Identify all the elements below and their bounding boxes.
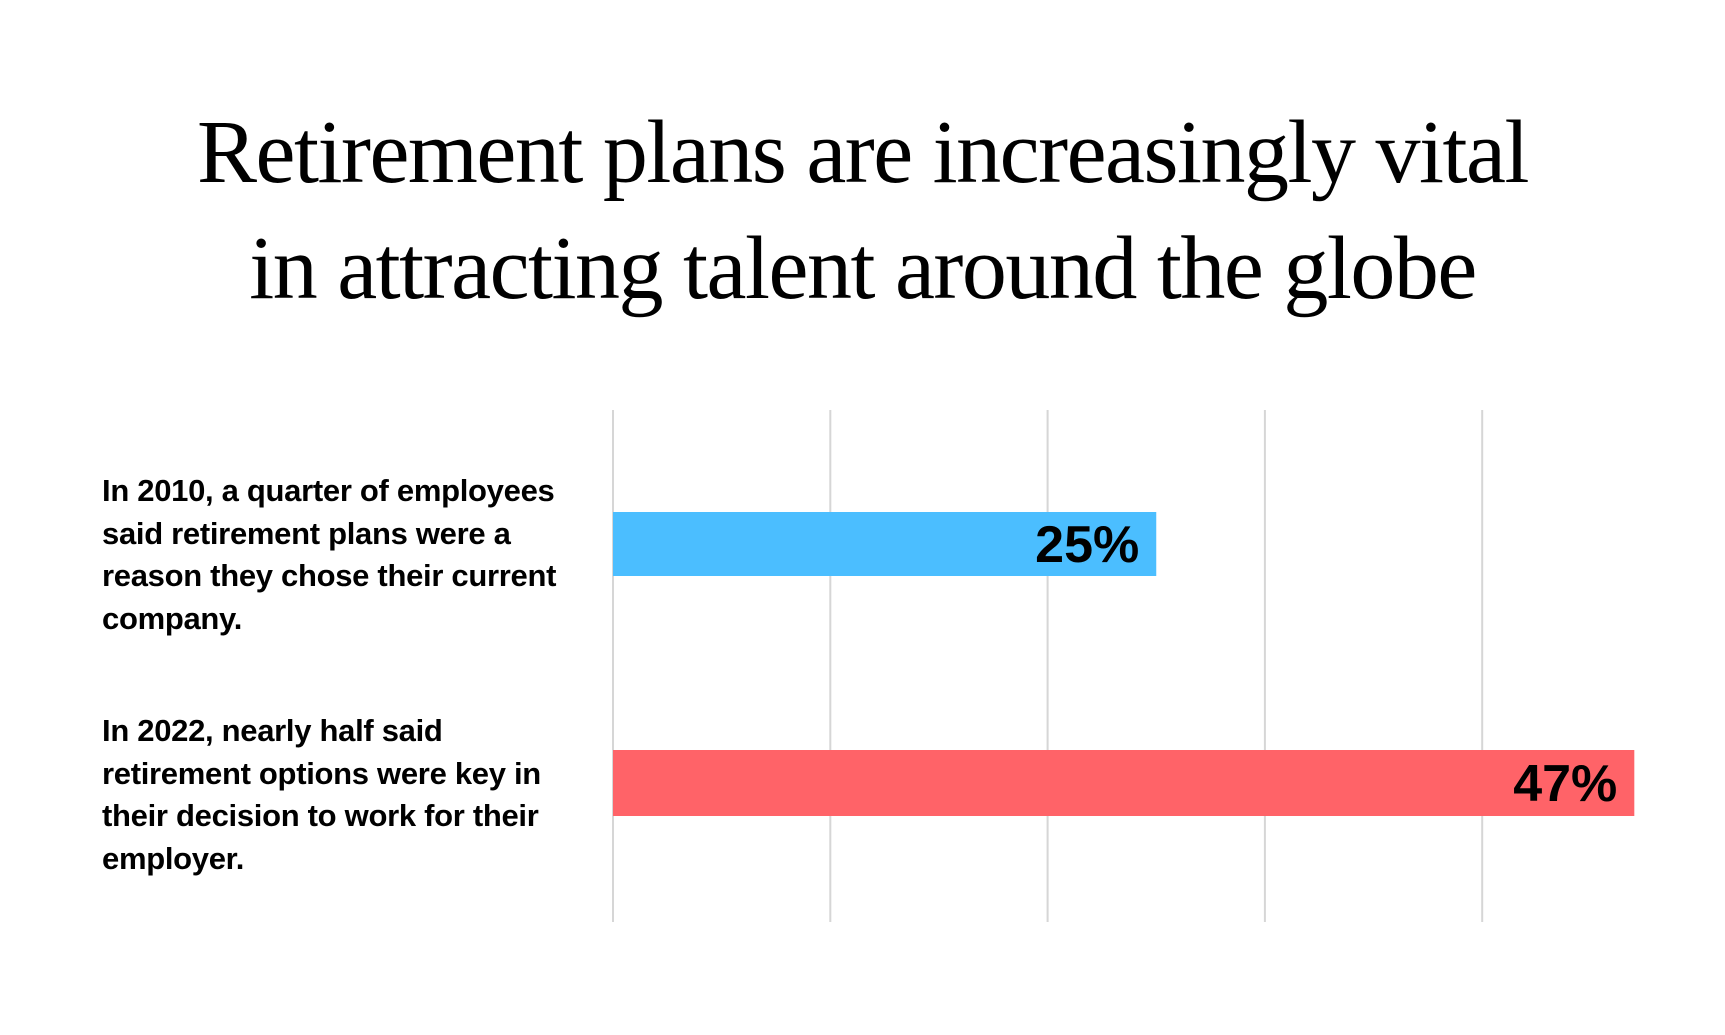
category-label-2022: In 2022, nearly half said retirement opt… — [102, 713, 541, 876]
data-label: 25% — [1035, 516, 1139, 574]
bar — [613, 512, 1157, 576]
title-line: in attracting talent around the globe — [249, 219, 1477, 318]
bar — [613, 750, 1635, 816]
category-label-2010: In 2010, a quarter of employees said ret… — [102, 473, 557, 636]
chart-title: Retirement plans are increasingly vital … — [0, 95, 1725, 327]
title-line: Retirement plans are increasingly vital — [196, 103, 1530, 202]
data-label: 47% — [1513, 755, 1617, 813]
